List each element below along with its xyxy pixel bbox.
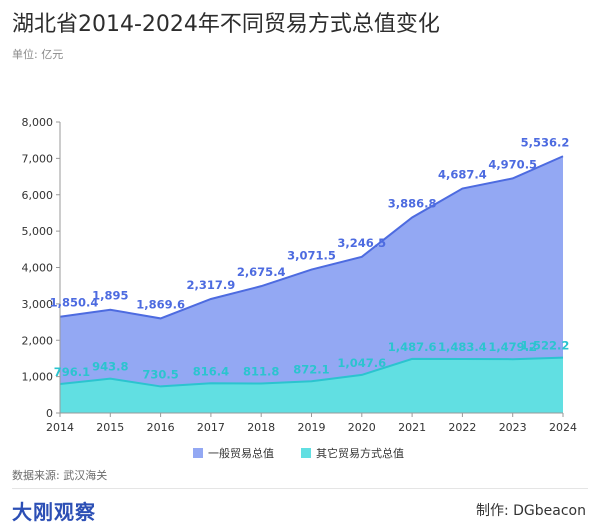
y-tick-label: 4,000 bbox=[22, 262, 54, 275]
x-tick-label: 2022 bbox=[448, 421, 476, 434]
x-tick-label: 2017 bbox=[197, 421, 225, 434]
x-tick-label: 2020 bbox=[348, 421, 376, 434]
y-tick-label: 6,000 bbox=[22, 189, 54, 202]
data-label-series-b: 1,047.6 bbox=[337, 356, 386, 370]
data-label-series-a: 1,850.4 bbox=[50, 296, 99, 310]
data-label-series-a: 3,071.5 bbox=[287, 249, 336, 263]
legend-label-series-a: 一般贸易总值 bbox=[208, 446, 274, 460]
y-tick-label: 0 bbox=[46, 407, 53, 420]
data-label-series-a: 2,317.9 bbox=[187, 278, 236, 292]
data-label-series-a: 4,970.5 bbox=[488, 157, 537, 171]
x-tick-label: 2024 bbox=[549, 421, 577, 434]
data-label-series-b: 1,522.2 bbox=[521, 339, 570, 353]
x-tick-label: 2014 bbox=[46, 421, 74, 434]
y-tick-label: 3,000 bbox=[22, 298, 54, 311]
y-tick-label: 5,000 bbox=[22, 225, 54, 238]
x-tick-label: 2023 bbox=[499, 421, 527, 434]
data-label-series-b: 1,487.6 bbox=[388, 340, 437, 354]
legend-swatch-series-b bbox=[301, 448, 311, 458]
x-tick-label: 2021 bbox=[398, 421, 426, 434]
legend-swatch-series-a bbox=[193, 448, 203, 458]
data-label-series-b: 796.1 bbox=[54, 365, 90, 379]
footer-divider bbox=[12, 488, 588, 489]
area-series-b bbox=[60, 357, 563, 413]
line-series-b bbox=[59, 356, 564, 388]
y-tick-label: 8,000 bbox=[22, 116, 54, 129]
y-tick-label: 2,000 bbox=[22, 334, 54, 347]
page-title: 湖北省2014-2024年不同贸易方式总值变化 bbox=[12, 12, 440, 37]
x-tick-label: 2018 bbox=[247, 421, 275, 434]
x-tick-label: 2015 bbox=[96, 421, 124, 434]
brand-logo: 大刚观察 bbox=[12, 500, 96, 524]
data-label-series-b: 811.8 bbox=[243, 364, 279, 378]
data-label-series-a: 1,895 bbox=[92, 289, 128, 303]
y-tick-label: 1,000 bbox=[22, 371, 54, 384]
data-label-series-b: 943.8 bbox=[92, 360, 128, 374]
data-label-series-a: 3,246.5 bbox=[337, 236, 386, 250]
x-tick-label: 2016 bbox=[147, 421, 175, 434]
data-label-series-a: 2,675.4 bbox=[237, 265, 286, 279]
data-label-series-b: 816.4 bbox=[193, 364, 229, 378]
data-label-series-b: 872.1 bbox=[293, 362, 329, 376]
unit-label: 单位: 亿元 bbox=[12, 48, 64, 61]
area-chart: 0 1,000 2,000 3,000 4,000 5,000 6,000 7,000 8,00… bbox=[22, 116, 578, 460]
data-label-series-b: 1,479.2 bbox=[488, 340, 537, 354]
data-label-series-a: 1,869.6 bbox=[136, 297, 185, 311]
data-label-series-a: 3,886.8 bbox=[388, 197, 437, 211]
data-label-series-a: 4,687.4 bbox=[438, 168, 487, 182]
line-series-a bbox=[59, 155, 564, 320]
data-label-series-b: 730.5 bbox=[142, 367, 178, 381]
data-label-series-a: 5,536.2 bbox=[521, 135, 570, 149]
y-tick-label: 7,000 bbox=[22, 152, 54, 165]
legend-label-series-b: 其它贸易方式总值 bbox=[316, 446, 404, 460]
area-series-a bbox=[60, 156, 563, 387]
data-label-series-b: 1,483.4 bbox=[438, 340, 487, 354]
credit-text: 制作: DGbeacon bbox=[475, 503, 586, 519]
x-tick-label: 2019 bbox=[298, 421, 326, 434]
data-source: 数据来源: 武汉海关 bbox=[12, 469, 108, 482]
